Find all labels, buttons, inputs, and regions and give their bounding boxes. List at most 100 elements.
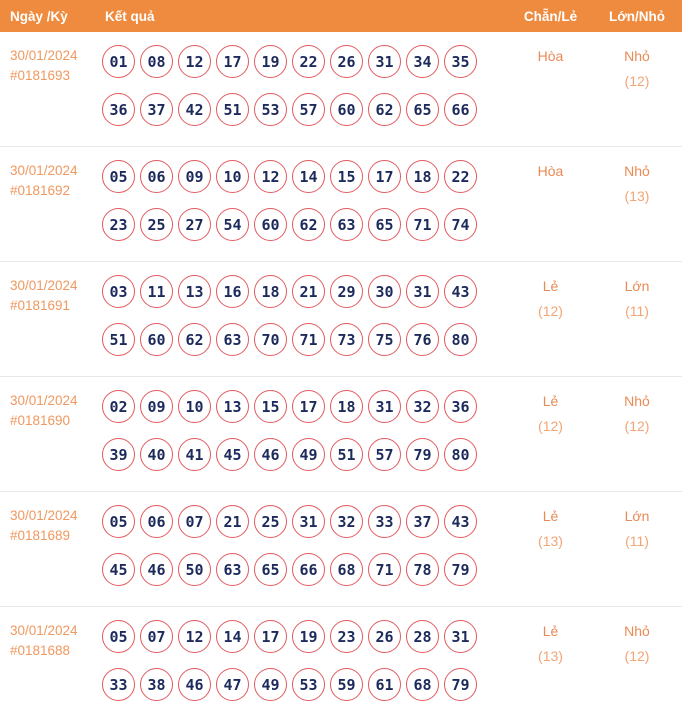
parity-value: Lẻ xyxy=(542,278,559,294)
number-ball: 31 xyxy=(292,505,325,538)
number-ball: 13 xyxy=(178,275,211,308)
number-ball: 68 xyxy=(406,668,439,701)
numbers-cell: 05 07 12 14 17 19 23 26 28 31 33 38 46 47 49 53 59 61 68 79 xyxy=(95,607,503,722)
parity-value: Hòa xyxy=(537,48,564,64)
numbers-cell: 05 06 09 10 12 14 15 17 18 22 23 25 27 54 60 62 63 65 71 74 xyxy=(95,147,503,261)
number-ball: 38 xyxy=(140,668,173,701)
number-ball: 25 xyxy=(140,208,173,241)
number-ball: 71 xyxy=(368,553,401,586)
number-ball: 79 xyxy=(406,438,439,471)
number-ball: 19 xyxy=(292,620,325,653)
parity-count: (13) xyxy=(538,533,563,549)
number-ball: 36 xyxy=(102,93,135,126)
parity-count: (12) xyxy=(538,303,563,319)
ball-line: 51 60 62 63 70 71 73 75 76 80 xyxy=(102,323,503,356)
number-ball: 06 xyxy=(140,505,173,538)
parity-value: Lẻ xyxy=(542,623,559,639)
number-ball: 17 xyxy=(368,160,401,193)
number-ball: 11 xyxy=(140,275,173,308)
number-ball: 46 xyxy=(254,438,287,471)
number-ball: 37 xyxy=(140,93,173,126)
number-ball: 63 xyxy=(330,208,363,241)
number-ball: 33 xyxy=(368,505,401,538)
number-ball: 57 xyxy=(368,438,401,471)
number-ball: 32 xyxy=(406,390,439,423)
number-ball: 46 xyxy=(178,668,211,701)
number-ball: 60 xyxy=(140,323,173,356)
draw-info-cell: 30/01/2024 #0181689 xyxy=(0,492,95,606)
number-ball: 18 xyxy=(406,160,439,193)
result-row: 30/01/2024 #0181689 05 06 07 21 25 31 32 33 37 43 45… xyxy=(0,492,682,607)
ball-line: 05 06 09 10 12 14 15 17 18 22 xyxy=(102,160,503,193)
number-ball: 68 xyxy=(330,553,363,586)
number-ball: 60 xyxy=(254,208,287,241)
size-cell: Lớn (11) xyxy=(598,262,682,376)
number-ball: 18 xyxy=(254,275,287,308)
parity-cell: Lẻ (12) xyxy=(503,262,598,376)
number-ball: 62 xyxy=(292,208,325,241)
number-ball: 76 xyxy=(406,323,439,356)
number-ball: 03 xyxy=(102,275,135,308)
parity-cell: Lẻ (13) xyxy=(503,492,598,606)
number-ball: 49 xyxy=(292,438,325,471)
number-ball: 23 xyxy=(330,620,363,653)
parity-cell: Lẻ (12) xyxy=(503,377,598,491)
size-count: (12) xyxy=(624,418,650,434)
number-ball: 14 xyxy=(292,160,325,193)
size-count: (12) xyxy=(624,648,650,664)
draw-date: 30/01/2024 xyxy=(10,163,78,178)
ball-line: 05 07 12 14 17 19 23 26 28 31 xyxy=(102,620,503,653)
ball-line: 02 09 10 13 15 17 18 31 32 36 xyxy=(102,390,503,423)
size-count: (13) xyxy=(624,188,650,204)
size-cell: Nhỏ (12) xyxy=(598,377,682,491)
draw-id: #0181688 xyxy=(10,643,71,658)
number-ball: 62 xyxy=(178,323,211,356)
parity-cell: Hòa xyxy=(503,32,598,146)
size-value: Nhỏ xyxy=(624,393,650,409)
number-ball: 05 xyxy=(102,505,135,538)
number-ball: 09 xyxy=(178,160,211,193)
number-ball: 27 xyxy=(178,208,211,241)
number-ball: 62 xyxy=(368,93,401,126)
number-ball: 51 xyxy=(330,438,363,471)
result-row: 30/01/2024 #0181688 05 07 12 14 17 19 23 26 28 31 33… xyxy=(0,607,682,722)
number-ball: 80 xyxy=(444,438,477,471)
number-ball: 65 xyxy=(368,208,401,241)
number-ball: 12 xyxy=(178,45,211,78)
ball-line: 33 38 46 47 49 53 59 61 68 79 xyxy=(102,668,503,701)
number-ball: 63 xyxy=(216,323,249,356)
number-ball: 09 xyxy=(140,390,173,423)
number-ball: 45 xyxy=(216,438,249,471)
number-ball: 40 xyxy=(140,438,173,471)
draw-id: #0181689 xyxy=(10,528,71,543)
number-ball: 16 xyxy=(216,275,249,308)
draw-date: 30/01/2024 xyxy=(10,623,78,638)
number-ball: 05 xyxy=(102,620,135,653)
size-count: (11) xyxy=(625,303,649,319)
parity-count: (12) xyxy=(538,418,563,434)
number-ball: 31 xyxy=(406,275,439,308)
number-ball: 05 xyxy=(102,160,135,193)
number-ball: 43 xyxy=(444,275,477,308)
parity-count: (13) xyxy=(538,648,563,664)
number-ball: 26 xyxy=(330,45,363,78)
number-ball: 39 xyxy=(102,438,135,471)
draw-date: 30/01/2024 xyxy=(10,48,78,63)
number-ball: 07 xyxy=(178,505,211,538)
number-ball: 18 xyxy=(330,390,363,423)
number-ball: 61 xyxy=(368,668,401,701)
size-value: Nhỏ xyxy=(624,623,650,639)
number-ball: 45 xyxy=(102,553,135,586)
draw-date: 30/01/2024 xyxy=(10,278,78,293)
size-cell: Nhỏ (13) xyxy=(598,147,682,261)
number-ball: 63 xyxy=(216,553,249,586)
numbers-cell: 05 06 07 21 25 31 32 33 37 43 45 46 50 63 65 66 68 71 78 79 xyxy=(95,492,503,606)
number-ball: 21 xyxy=(216,505,249,538)
header-parity-column: Chẵn/Lẻ xyxy=(523,8,578,24)
number-ball: 71 xyxy=(406,208,439,241)
number-ball: 37 xyxy=(406,505,439,538)
number-ball: 75 xyxy=(368,323,401,356)
draw-info-cell: 30/01/2024 #0181693 xyxy=(0,32,95,146)
number-ball: 51 xyxy=(102,323,135,356)
